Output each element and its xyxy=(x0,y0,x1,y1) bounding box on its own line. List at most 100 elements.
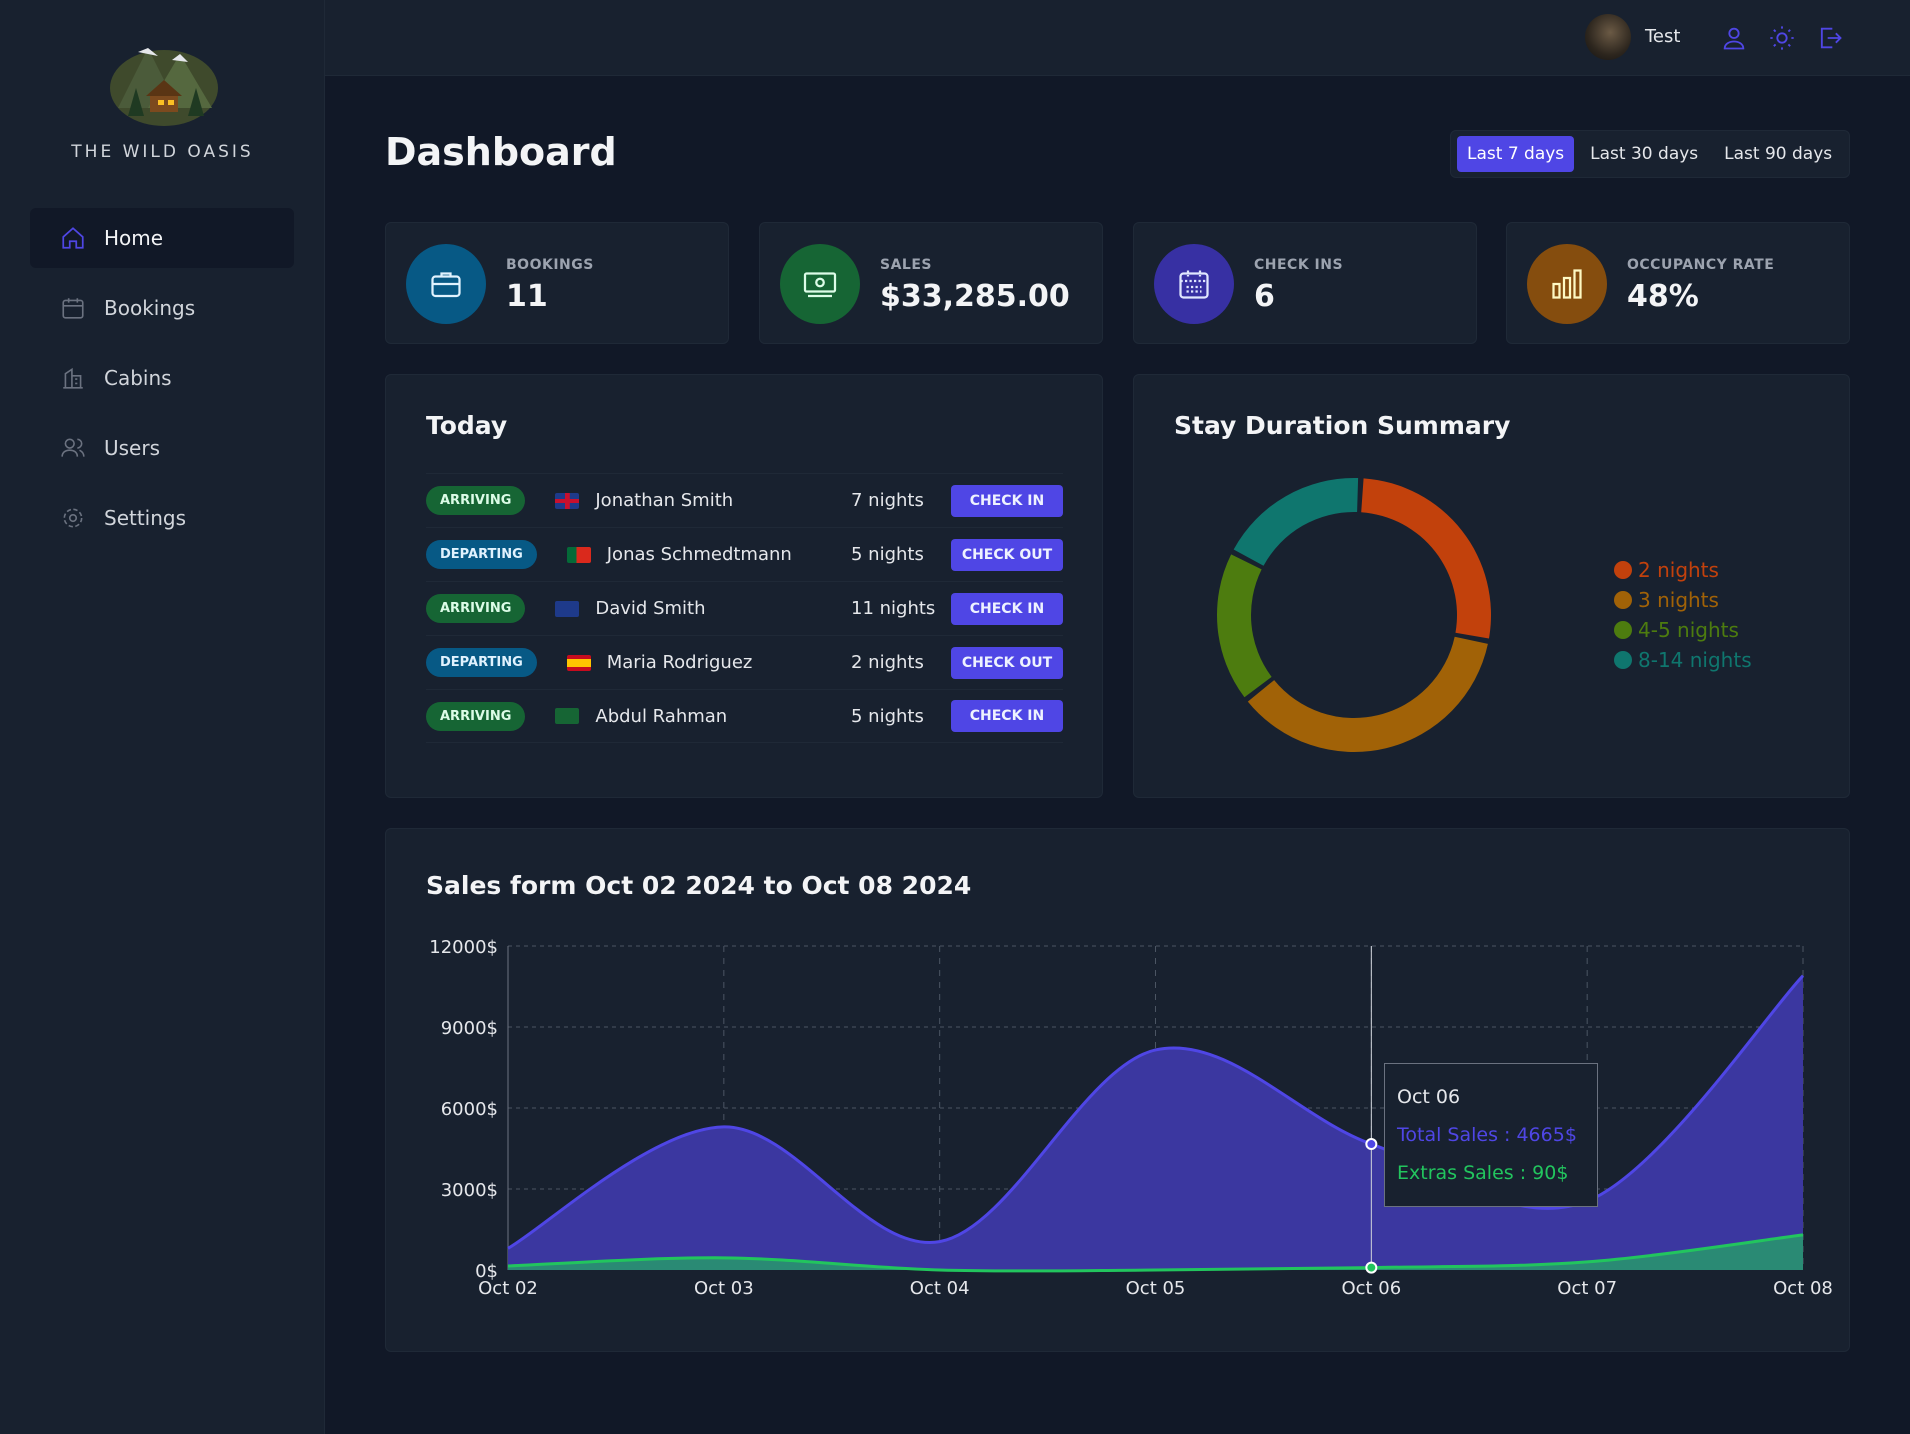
today-row: DEPARTING Jonas Schmedtmann 5 nights CHE… xyxy=(426,527,1063,581)
sales-panel: Sales form Oct 02 2024 to Oct 08 2024 0$… xyxy=(385,828,1850,1352)
status-badge: ARRIVING xyxy=(426,594,526,623)
today-list: ARRIVING Jonathan Smith 7 nights CHECK I… xyxy=(426,473,1063,743)
tooltip-total: Total Sales : 4665$ xyxy=(1397,1124,1577,1146)
stat-label: SALES xyxy=(880,257,932,273)
guest-name: David Smith xyxy=(595,598,706,619)
brand-name: THE WILD OASIS xyxy=(71,142,254,162)
flag-saudi-arabia xyxy=(555,708,580,724)
legend-label: 4-5 nights xyxy=(1638,618,1739,642)
stay-duration-donut xyxy=(1217,478,1491,752)
stay-duration-panel: Stay Duration Summary 2 nights 3 nights 4-… xyxy=(1133,374,1850,798)
stat-sales: SALES $33,285.00 xyxy=(759,222,1103,344)
legend-swatch xyxy=(1614,561,1632,579)
guest-name: Jonathan Smith xyxy=(595,490,734,511)
check-out-button[interactable]: CHECK OUT xyxy=(951,538,1063,571)
legend-swatch xyxy=(1614,651,1632,669)
stat-occupancy-rate: OCCUPANCY RATE 48% xyxy=(1506,222,1850,344)
legend-item: 8-14 nights xyxy=(1614,645,1752,675)
stat-value: $33,285.00 xyxy=(880,279,1070,314)
nights: 5 nights xyxy=(851,705,924,727)
y-tick-label: 0$ xyxy=(475,1261,498,1282)
tooltip-extras: Extras Sales : 90$ xyxy=(1397,1162,1569,1184)
donut-legend: 2 nights 3 nights 4-5 nights 8-14 nights xyxy=(1614,555,1752,675)
y-tick-label: 12000$ xyxy=(429,937,498,958)
donut-slice[interactable] xyxy=(1361,478,1491,639)
x-tick-label: Oct 03 xyxy=(694,1278,754,1299)
today-row: ARRIVING David Smith 11 nights CHECK IN xyxy=(426,581,1063,635)
chart-tooltip: Oct 06 Total Sales : 4665$ Extras Sales … xyxy=(1384,1063,1598,1207)
check-in-button[interactable]: CHECK IN xyxy=(951,484,1063,517)
line-extras-sales xyxy=(507,1233,1804,1273)
sidebar-item-home[interactable]: Home xyxy=(30,208,294,268)
x-tick-label: Oct 06 xyxy=(1341,1278,1401,1299)
sidebar-item-bookings[interactable]: Bookings xyxy=(30,278,294,338)
banknote-icon xyxy=(780,244,860,324)
date-filter: Last 7 days Last 30 days Last 90 days xyxy=(1450,130,1850,178)
donut-slice[interactable] xyxy=(1233,478,1359,566)
stay-duration-title: Stay Duration Summary xyxy=(1174,411,1511,440)
y-tick-label: 9000$ xyxy=(441,1018,498,1039)
flag-uk xyxy=(555,492,580,509)
building-icon xyxy=(63,367,83,389)
flag-australia xyxy=(555,600,580,617)
logout-icon[interactable] xyxy=(1816,24,1844,52)
sidebar-item-label: Cabins xyxy=(104,366,172,390)
sidebar-nav: Home Bookings Cabins Users Settings xyxy=(30,208,294,558)
nights: 11 nights xyxy=(851,598,936,619)
home-icon xyxy=(62,227,84,249)
nights: 2 nights xyxy=(851,652,924,673)
users-icon xyxy=(61,438,85,457)
filter-last-7-days[interactable]: Last 7 days xyxy=(1457,136,1575,172)
avatar[interactable] xyxy=(1585,14,1631,60)
user-icon[interactable] xyxy=(1720,24,1748,52)
status-badge: ARRIVING xyxy=(426,486,526,515)
sales-area-chart: 0$ 3000$ 6000$ 9000$ 12000$ Oct 02 Oct 03 Oct 0… xyxy=(429,937,1833,1299)
nights: 5 nights xyxy=(851,544,924,565)
filter-last-30-days[interactable]: Last 30 days xyxy=(1590,144,1699,164)
active-point[interactable] xyxy=(1365,1138,1378,1151)
sidebar-item-settings[interactable]: Settings xyxy=(30,488,294,548)
gear-icon xyxy=(63,508,83,528)
donut-slice[interactable] xyxy=(1217,554,1272,698)
status-badge: DEPARTING xyxy=(426,648,537,677)
stat-value: 11 xyxy=(506,279,548,314)
legend-item: 2 nights xyxy=(1614,555,1752,585)
active-point[interactable] xyxy=(1365,1261,1378,1274)
guest-name: Abdul Rahman xyxy=(595,705,728,727)
sidebar-item-label: Users xyxy=(104,436,161,460)
briefcase-icon xyxy=(406,244,486,324)
legend-item: 4-5 nights xyxy=(1614,615,1752,645)
legend-item: 3 nights xyxy=(1614,585,1752,615)
status-badge: ARRIVING xyxy=(426,701,526,731)
stat-value: 48% xyxy=(1627,279,1699,314)
legend-label: 2 nights xyxy=(1638,558,1719,582)
sun-icon[interactable] xyxy=(1768,24,1796,52)
donut-slice[interactable] xyxy=(1247,636,1488,752)
sidebar-item-cabins[interactable]: Cabins xyxy=(30,348,294,408)
sidebar-item-label: Bookings xyxy=(104,296,196,320)
nights: 7 nights xyxy=(851,490,924,511)
check-out-button[interactable]: CHECK OUT xyxy=(951,646,1063,679)
legend-label: 3 nights xyxy=(1638,588,1719,612)
today-title: Today xyxy=(426,411,508,440)
legend-label: 8-14 nights xyxy=(1638,648,1752,672)
sidebar: THE WILD OASIS Home Bookings Cabins User… xyxy=(0,0,325,1434)
sidebar-item-label: Home xyxy=(104,226,164,250)
check-in-button[interactable]: CHECK IN xyxy=(951,700,1063,732)
y-tick-label: 3000$ xyxy=(441,1180,498,1201)
check-in-button[interactable]: CHECK IN xyxy=(951,592,1063,625)
user-name: Test xyxy=(1645,26,1681,47)
stat-value: 6 xyxy=(1254,279,1275,314)
x-tick-label: Oct 02 xyxy=(478,1278,538,1299)
bar-chart-icon xyxy=(1527,244,1607,324)
sidebar-item-label: Settings xyxy=(104,506,187,530)
legend-swatch xyxy=(1614,591,1632,609)
today-row: DEPARTING Maria Rodriguez 2 nights CHECK… xyxy=(426,635,1063,689)
sidebar-item-users[interactable]: Users xyxy=(30,418,294,478)
filter-last-90-days[interactable]: Last 90 days xyxy=(1724,144,1833,164)
area-extras-sales xyxy=(508,1234,1803,1271)
logo xyxy=(110,48,218,126)
calendar-icon xyxy=(1154,244,1234,324)
status-badge: DEPARTING xyxy=(426,540,537,569)
flag-portugal xyxy=(566,546,591,563)
